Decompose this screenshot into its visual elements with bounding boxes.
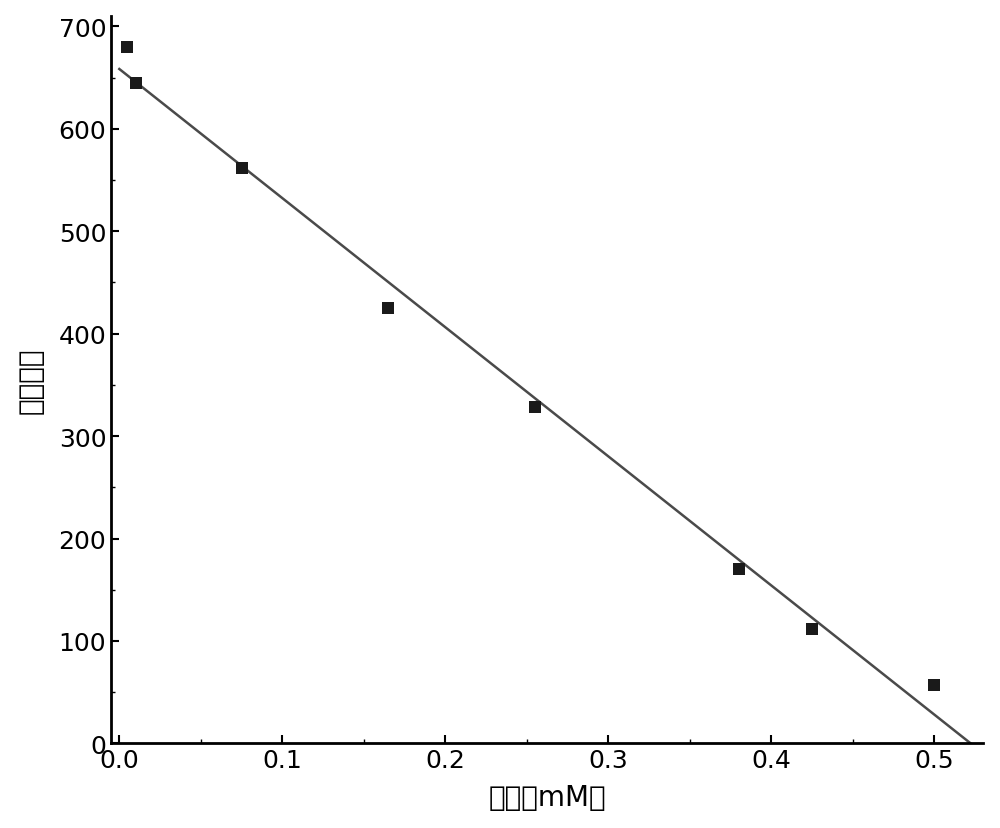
- Point: [234, 162, 250, 176]
- X-axis label: 浓度（mM）: 浓度（mM）: [488, 783, 606, 811]
- Point: [731, 563, 747, 576]
- Point: [128, 77, 144, 90]
- Y-axis label: 荧光强度: 荧光强度: [17, 347, 45, 413]
- Point: [527, 402, 543, 415]
- Point: [380, 302, 396, 315]
- Point: [926, 678, 942, 691]
- Point: [804, 623, 820, 636]
- Point: [119, 41, 135, 55]
